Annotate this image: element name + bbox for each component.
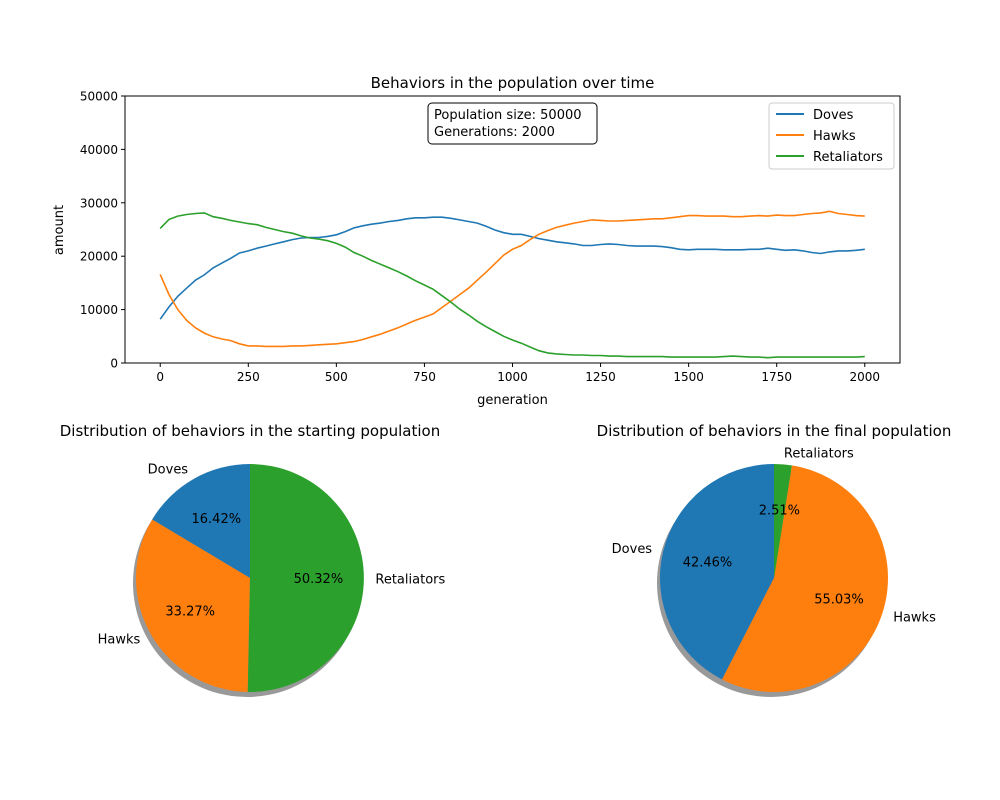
- annotation-population-size: Population size: 50000: [434, 108, 582, 123]
- x-tick-label: 750: [413, 370, 436, 384]
- legend: Doves Hawks Retaliators: [768, 102, 895, 170]
- pie-start-labels: Doves 16.42% Hawks 33.27% Retaliators 50.32%: [98, 462, 446, 647]
- y-tick-label: 10000: [80, 303, 118, 317]
- y-tick-label: 50000: [80, 90, 118, 104]
- pie-chart-final: Distribution of behaviors in the final p…: [597, 422, 952, 697]
- pie-start-label-hawks: Hawks: [98, 632, 141, 647]
- y-tick-label: 40000: [80, 143, 118, 157]
- x-tick-label: 250: [237, 370, 260, 384]
- pie-final-pct-hawks: 55.03%: [814, 593, 864, 608]
- legend-label-doves: Doves: [813, 108, 854, 123]
- x-tick-label: 1000: [497, 370, 528, 384]
- pie-final-title: Distribution of behaviors in the final p…: [597, 422, 952, 440]
- pie-start-pct-doves: 16.42%: [192, 512, 242, 527]
- pie-start-label-doves: Doves: [148, 462, 189, 477]
- line-chart-title: Behaviors in the population over time: [371, 74, 655, 92]
- series-line-doves: [159, 216, 865, 320]
- pie-start-wedge-doves: [152, 464, 250, 578]
- pie-chart-start: Distribution of behaviors in the startin…: [60, 422, 446, 697]
- legend-label-retaliators: Retaliators: [813, 150, 883, 165]
- pie-final-label-doves: Doves: [612, 542, 653, 557]
- pie-final-wedge-doves: [660, 464, 774, 680]
- line-chart-series: [159, 210, 865, 359]
- line-chart: Behaviors in the population over time 0 2…: [52, 74, 901, 408]
- pie-final-pct-retaliators: 2.51%: [759, 503, 800, 518]
- x-tick-label: 500: [325, 370, 348, 384]
- y-tick-label: 0: [110, 357, 118, 371]
- x-tick-label: 1750: [761, 370, 792, 384]
- pie-final-wedge-hawks: [721, 465, 889, 692]
- pie-start-wedges: [133, 464, 364, 697]
- x-axis-ticks: 0 250 500 750 1000 1250 1500 1750 2000: [156, 363, 880, 384]
- pie-start-title: Distribution of behaviors in the startin…: [60, 422, 440, 440]
- x-tick-label: 1250: [585, 370, 616, 384]
- x-tick-label: 1500: [673, 370, 704, 384]
- pie-start-wedge-hawks: [135, 519, 250, 692]
- series-line-hawks: [159, 210, 865, 348]
- pie-final-wedges: [657, 464, 889, 697]
- pie-final-label-hawks: Hawks: [893, 610, 936, 625]
- series-line-retaliators: [159, 212, 865, 359]
- pie-start-label-retaliators: Retaliators: [375, 573, 445, 588]
- pie-final-wedge-retaliators: [774, 464, 792, 578]
- pie-final-label-retaliators: Retaliators: [784, 447, 854, 462]
- x-axis-label: generation: [477, 393, 548, 408]
- pie-final-pct-doves: 42.46%: [683, 555, 733, 570]
- x-tick-label: 0: [156, 370, 164, 384]
- pie-final-labels: Doves 42.46% Hawks 55.03% Retaliators 2.51%: [612, 447, 936, 626]
- annotation-box: Population size: 50000 Generations: 2000: [427, 102, 598, 145]
- y-tick-label: 20000: [80, 250, 118, 264]
- legend-label-hawks: Hawks: [813, 129, 856, 144]
- y-tick-label: 30000: [80, 196, 118, 210]
- pie-start-wedge-retaliators: [247, 464, 364, 692]
- annotation-generations: Generations: 2000: [434, 125, 555, 140]
- pie-start-pct-hawks: 33.27%: [165, 605, 215, 620]
- pie-start-pct-retaliators: 50.32%: [294, 572, 344, 587]
- y-axis-label: amount: [52, 205, 67, 255]
- x-tick-label: 2000: [849, 370, 880, 384]
- y-axis-ticks: 0 10000 20000 30000 40000 50000: [80, 90, 125, 371]
